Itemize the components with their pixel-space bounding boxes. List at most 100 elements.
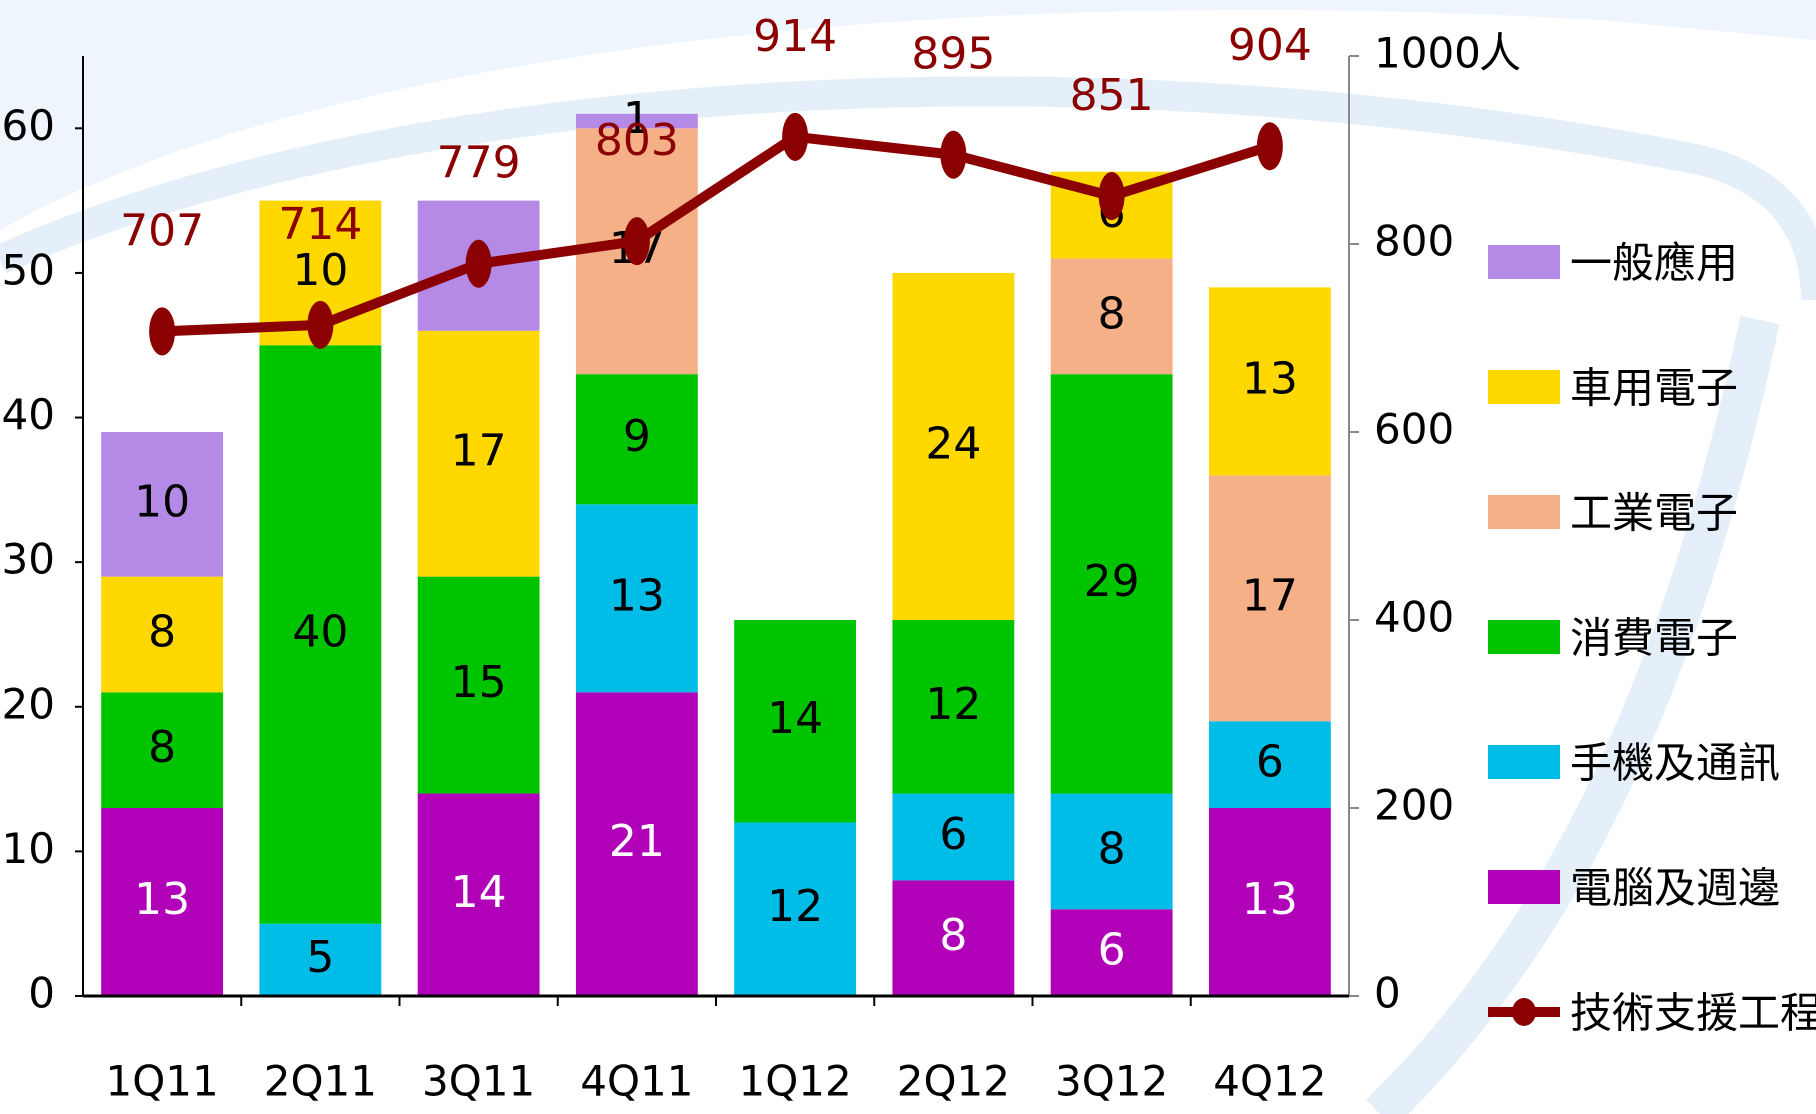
bar-segment — [734, 822, 857, 996]
data-label: 17 — [451, 426, 507, 477]
y2-tick-label: 600 — [1374, 405, 1454, 454]
bar-segment — [1050, 374, 1173, 794]
data-label: 13 — [134, 874, 190, 925]
x-tick-label: 3Q12 — [1055, 1057, 1168, 1106]
legend-label: 手機及通訊 — [1570, 739, 1780, 788]
data-label: 5 — [306, 932, 334, 983]
legend-label: 電腦及週邊 — [1570, 864, 1780, 913]
data-label: 13 — [1242, 353, 1298, 404]
legend-swatch — [1488, 745, 1560, 779]
legend-label: 工業電子 — [1570, 489, 1738, 538]
bar-segment — [892, 272, 1015, 620]
y-tick-label: 30 — [2, 535, 55, 584]
line-label: 904 — [1228, 20, 1312, 71]
bar-segment — [1208, 808, 1331, 996]
background-swoosh — [0, 76, 1816, 301]
line-marker — [1256, 122, 1283, 171]
bar-segment — [417, 330, 540, 577]
x-tick-label: 2Q11 — [264, 1057, 377, 1106]
y-tick-label: 10 — [2, 824, 55, 873]
bar-segment — [101, 432, 224, 577]
data-label: 6 — [1256, 737, 1284, 788]
data-label: 17 — [1242, 570, 1298, 621]
data-label: 13 — [1242, 874, 1298, 925]
line-marker — [465, 239, 492, 288]
bar-segment — [1050, 909, 1173, 996]
legend-label: 消費電子 — [1570, 614, 1738, 663]
line-marker — [1098, 172, 1125, 221]
x-tick-label: 1Q12 — [739, 1057, 852, 1106]
x-tick-label: 3Q11 — [422, 1057, 535, 1106]
bar-segment — [892, 620, 1015, 794]
bar-segment — [575, 113, 698, 129]
x-tick-label: 1Q11 — [106, 1057, 219, 1106]
bar-segment — [101, 692, 224, 808]
y2-tick-label: 800 — [1374, 217, 1454, 266]
line-label: 803 — [595, 115, 679, 166]
line-label: 714 — [278, 199, 362, 250]
data-label: 21 — [609, 816, 665, 867]
data-label: 40 — [292, 606, 348, 657]
bar-segment — [417, 576, 540, 794]
bar-segment — [1208, 475, 1331, 722]
data-label: 8 — [1098, 288, 1126, 339]
legend-swatch — [1488, 245, 1560, 279]
x-tick-label: 2Q12 — [897, 1057, 1010, 1106]
line-marker — [307, 300, 334, 349]
legend-label: 車用電子 — [1570, 364, 1738, 413]
data-label: 8 — [1098, 823, 1126, 874]
bar-segment — [1208, 287, 1331, 476]
bar-segment — [1050, 793, 1173, 910]
data-label: 14 — [451, 867, 507, 918]
y-tick-label: 20 — [2, 679, 55, 728]
bar-segment — [892, 880, 1015, 996]
legend-marker — [1512, 998, 1536, 1026]
legend-swatch — [1488, 495, 1560, 529]
y-tick-label: 40 — [2, 390, 55, 439]
line-label: 851 — [1070, 70, 1154, 121]
data-label: 9 — [623, 411, 651, 462]
bar-segment — [259, 345, 382, 924]
bar-segment — [734, 620, 857, 823]
data-label: 13 — [609, 570, 665, 621]
line-label: 895 — [911, 29, 995, 80]
line-marker — [782, 112, 809, 161]
data-label: 24 — [925, 418, 981, 469]
bar-segment — [892, 793, 1015, 881]
line — [161, 131, 1272, 337]
bar-segment — [1050, 258, 1173, 375]
data-label: 6 — [1098, 925, 1126, 976]
bar-segment — [575, 374, 698, 505]
line-label: 914 — [753, 11, 837, 62]
x-tick-label: 4Q12 — [1213, 1057, 1326, 1106]
background-swoosh — [0, 0, 1816, 230]
background-swoosh — [1366, 315, 1780, 1114]
data-label: 8 — [939, 910, 967, 961]
legend-label: 一般應用 — [1570, 239, 1738, 288]
bar-segment — [101, 808, 224, 996]
legend-label: 技術支援工程師 — [1570, 989, 1816, 1038]
line-label: 707 — [120, 205, 204, 256]
legend-swatch — [1488, 370, 1560, 404]
bar-segment — [1208, 721, 1331, 808]
data-label: 1 — [623, 93, 651, 144]
y2-axis-label: 人 — [1479, 29, 1521, 78]
data-label: 15 — [451, 657, 507, 708]
legend-swatch — [1488, 620, 1560, 654]
data-label: 29 — [1084, 556, 1140, 607]
line-marker — [940, 130, 967, 179]
bar-segment — [259, 923, 382, 996]
y2-tick-label: 0 — [1374, 969, 1401, 1018]
data-label: 8 — [148, 722, 176, 773]
data-label: 8 — [148, 606, 176, 657]
y-tick-label: 0 — [28, 969, 55, 1018]
x-tick-label: 4Q11 — [580, 1057, 693, 1106]
y2-tick-label: 1000 — [1374, 29, 1481, 78]
bar-segment — [101, 576, 224, 693]
bar-segment — [417, 793, 540, 996]
data-label: 12 — [925, 679, 981, 730]
y-tick-label: 60 — [2, 101, 55, 150]
data-label: 14 — [767, 693, 823, 744]
